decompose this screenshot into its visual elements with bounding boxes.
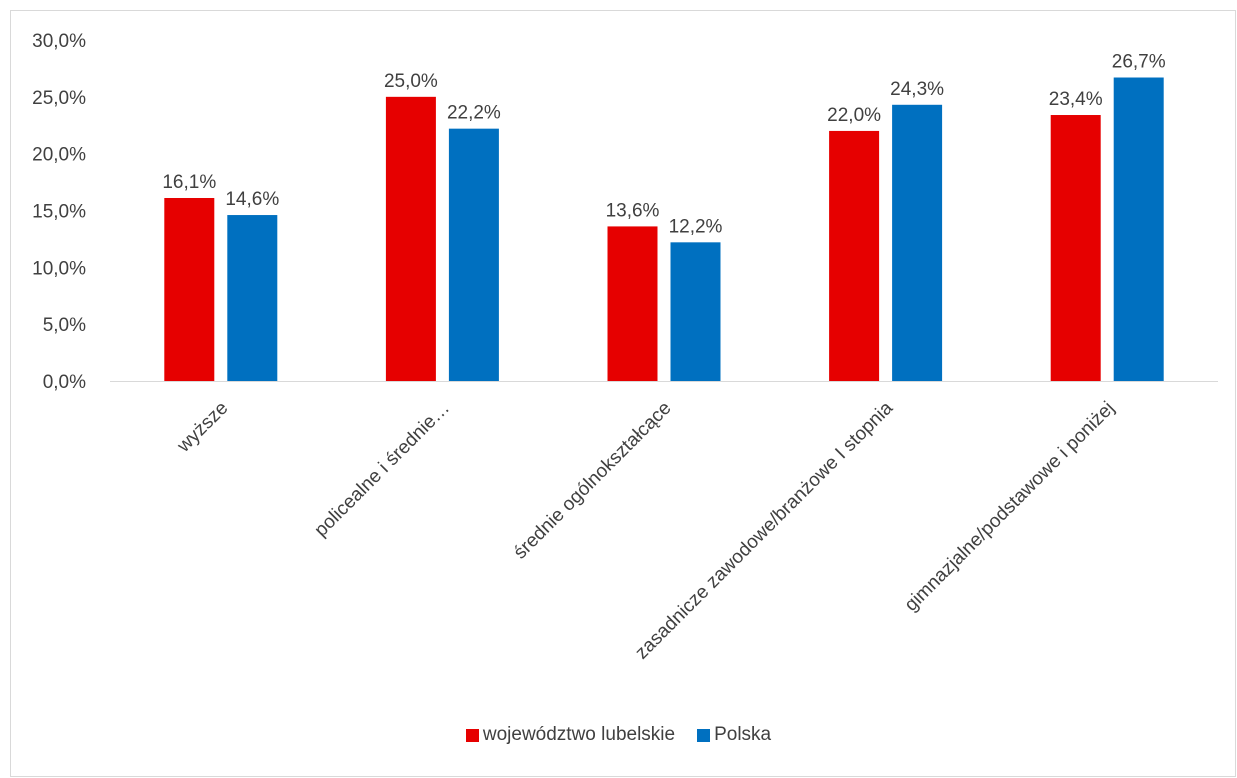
data-labels: 16,1% 14,6% 25,0% 22,2% 13,6% 12,2% 22,0% 24,3%…: [162, 52, 1165, 238]
x-tick-label: policealne i średnie…: [311, 398, 454, 541]
legend-item: Polska: [697, 724, 771, 746]
x-tick-label: wyższe: [173, 398, 233, 458]
data-label: 16,1%: [162, 172, 216, 193]
bars: [164, 77, 1164, 382]
legend-swatch: [465, 728, 479, 742]
x-tick-label: zasadnicze zawodowe/branżowe I stopnia: [631, 397, 897, 663]
bar-polska: [227, 215, 278, 381]
bar-lubelskie: [1050, 115, 1101, 382]
data-label: 22,2%: [447, 103, 501, 124]
data-label: 25,0%: [384, 71, 438, 92]
data-label: 12,2%: [669, 216, 723, 237]
y-tick-label: 25,0%: [32, 88, 86, 109]
bar-polska: [1113, 77, 1164, 381]
y-tick-label: 20,0%: [32, 145, 86, 166]
bar-lubelskie: [164, 197, 215, 381]
bar-lubelskie: [385, 96, 436, 381]
chart-frame: [10, 10, 1236, 777]
data-label: 14,6%: [225, 189, 279, 210]
bar-lubelskie: [829, 130, 880, 381]
legend-item: województwo lubelskie: [465, 724, 676, 746]
y-tick-label: 15,0%: [32, 202, 86, 223]
bar-lubelskie: [607, 226, 658, 381]
y-tick-label: 0,0%: [43, 372, 86, 393]
y-tick-label: 10,0%: [32, 258, 86, 279]
legend-label: Polska: [714, 724, 772, 745]
data-label: 26,7%: [1112, 52, 1166, 73]
data-label: 23,4%: [1049, 89, 1103, 110]
bar-polska: [448, 128, 499, 381]
legend-label: województwo lubelskie: [482, 724, 676, 745]
data-label: 13,6%: [606, 200, 660, 221]
data-label: 22,0%: [827, 105, 881, 126]
data-label: 24,3%: [890, 79, 944, 100]
x-tick-label: średnie ogólnokształcące: [510, 398, 676, 564]
y-tick-label: 5,0%: [43, 315, 86, 336]
bar-polska: [670, 242, 721, 381]
legend: województwo lubelskie Polska: [0, 724, 1237, 746]
x-axis: wyższe policealne i średnie… średnie ogóln…: [110, 381, 1218, 663]
bar-polska: [892, 104, 943, 381]
y-axis: 0,0% 5,0% 10,0% 15,0% 20,0% 25,0% 30,0%: [32, 31, 86, 393]
legend-swatch: [697, 728, 711, 742]
y-tick-label: 30,0%: [32, 31, 86, 52]
x-tick-label: gimnazjalne/podstawowe i poniżej: [901, 398, 1119, 616]
